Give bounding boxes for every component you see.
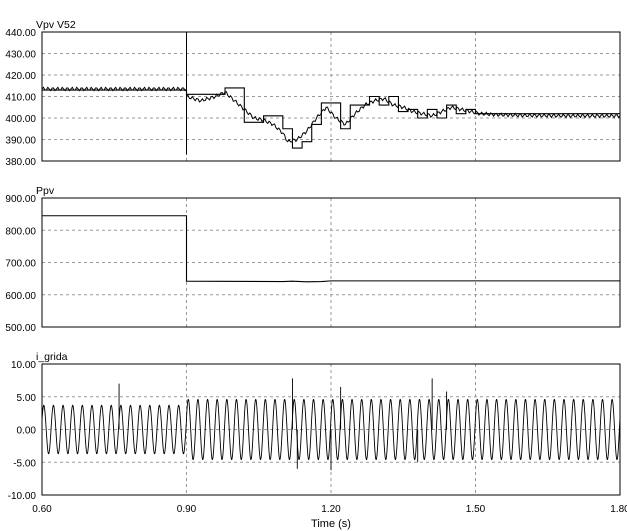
y-tick-label: 420.00 bbox=[5, 71, 36, 82]
panel-label: Vpv V52 bbox=[36, 19, 76, 31]
x-axis-label: Time (s) bbox=[311, 518, 351, 530]
x-tick-label: 0.60 bbox=[32, 504, 52, 515]
y-tick-label: 0.00 bbox=[17, 426, 37, 437]
series-ppv bbox=[42, 215, 620, 283]
y-tick-label: 900.00 bbox=[5, 194, 36, 205]
y-tick-label: 600.00 bbox=[5, 291, 36, 302]
x-tick-label: 1.50 bbox=[466, 504, 486, 515]
y-tick-label: -10.00 bbox=[8, 491, 37, 502]
plot-frame bbox=[41, 363, 621, 496]
plot-frame bbox=[41, 197, 621, 328]
plot-frame bbox=[41, 31, 621, 162]
y-tick-label: 800.00 bbox=[5, 226, 36, 237]
x-axis: Time (s) 0.60 0.90 1.20 1.50 1.80 bbox=[32, 504, 627, 530]
panel-i-grida: 10.00 5.00 0.00 -5.00 -10.00 i_grida bbox=[8, 351, 621, 502]
panel-ppv: 900.00 800.00 700.00 600.00 500.00 Ppv bbox=[5, 185, 621, 334]
panel-label: Ppv bbox=[36, 185, 55, 197]
y-tick-label: 10.00 bbox=[11, 360, 36, 371]
y-tick-label: 440.00 bbox=[5, 28, 36, 39]
panel-label: i_grida bbox=[36, 351, 68, 363]
y-tick-label: 5.00 bbox=[17, 393, 37, 404]
y-tick-label: 400.00 bbox=[5, 114, 36, 125]
y-tick-label: 700.00 bbox=[5, 259, 36, 270]
y-tick-label: 410.00 bbox=[5, 93, 36, 104]
x-tick-label: 1.20 bbox=[321, 504, 341, 515]
series-i-grida bbox=[41, 398, 621, 461]
y-tick-label: -5.00 bbox=[13, 458, 36, 469]
series-vpv bbox=[41, 86, 621, 143]
x-tick-label: 0.90 bbox=[177, 504, 197, 515]
y-tick-label: 380.00 bbox=[5, 157, 36, 168]
y-tick-label: 430.00 bbox=[5, 50, 36, 61]
y-tick-label: 390.00 bbox=[5, 136, 36, 147]
series-v52 bbox=[42, 87, 620, 149]
x-tick-label: 1.80 bbox=[610, 504, 627, 515]
panel-vpv-v52: 440.00 430.00 420.00 410.00 400.00 390.00 380.… bbox=[5, 19, 621, 168]
y-tick-label: 500.00 bbox=[5, 323, 36, 334]
